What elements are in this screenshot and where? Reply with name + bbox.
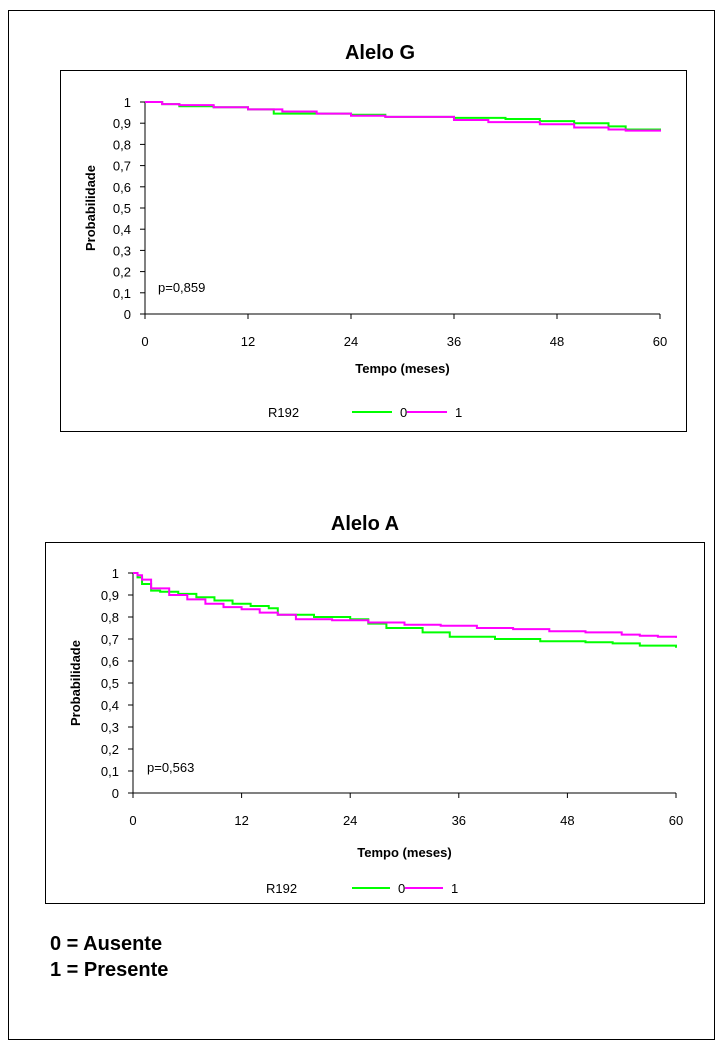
y-tick-label: 0,2 xyxy=(113,265,131,280)
y-tick-label: 0,2 xyxy=(101,742,119,757)
series-line-0 xyxy=(133,572,677,648)
y-tick-label: 0,8 xyxy=(101,610,119,625)
x-tick-label: 24 xyxy=(344,334,358,349)
chart-box-alelo-a xyxy=(45,542,705,904)
y-tick-label: 0,4 xyxy=(101,698,119,713)
y-tick-label: 0,5 xyxy=(113,201,131,216)
legend-title: R192 xyxy=(268,405,299,420)
y-tick-label: 0,3 xyxy=(113,243,131,258)
x-tick-label: 12 xyxy=(241,334,255,349)
legend-title: R192 xyxy=(266,881,297,896)
y-tick-label: 0,4 xyxy=(113,222,131,237)
x-tick-label: 48 xyxy=(550,334,564,349)
x-tick-label: 0 xyxy=(129,813,136,828)
series-line-1 xyxy=(145,101,661,132)
y-tick-label: 0,9 xyxy=(113,116,131,131)
x-tick-label: 12 xyxy=(234,813,248,828)
y-tick-label: 0,8 xyxy=(113,137,131,152)
series-line-1 xyxy=(133,572,677,638)
x-tick-label: 60 xyxy=(653,334,667,349)
legend-label-0: 0 xyxy=(398,881,405,896)
y-tick-label: 0,5 xyxy=(101,676,119,691)
y-tick-label: 0,7 xyxy=(113,159,131,174)
y-tick-label: 1 xyxy=(124,95,131,110)
y-tick-label: 0 xyxy=(124,307,131,322)
y-tick-label: 0,3 xyxy=(101,720,119,735)
x-axis-label: Tempo (meses) xyxy=(357,845,451,860)
x-tick-label: 0 xyxy=(141,334,148,349)
legend-label-1: 1 xyxy=(451,881,458,896)
y-axis-label: Probabilidade xyxy=(68,640,83,726)
figure-frame xyxy=(8,10,715,1040)
y-tick-label: 0,9 xyxy=(101,588,119,603)
chart-title-alelo-a: Alelo A xyxy=(330,513,400,535)
x-tick-label: 48 xyxy=(560,813,574,828)
y-tick-label: 0,1 xyxy=(101,764,119,779)
x-tick-label: 36 xyxy=(447,334,461,349)
note-presente: 1 = Presente xyxy=(50,959,169,981)
chart-box-alelo-g xyxy=(60,70,687,432)
p-value-annotation: p=0,563 xyxy=(147,760,194,775)
y-tick-label: 0,1 xyxy=(113,286,131,301)
y-tick-label: 0 xyxy=(112,786,119,801)
p-value-annotation: p=0,859 xyxy=(158,280,205,295)
y-axis-label: Probabilidade xyxy=(83,165,98,251)
x-tick-label: 36 xyxy=(452,813,466,828)
y-tick-label: 0,7 xyxy=(101,632,119,647)
x-tick-label: 24 xyxy=(343,813,357,828)
chart-title-alelo-g: Alelo G xyxy=(344,42,415,64)
y-tick-label: 1 xyxy=(112,566,119,581)
x-tick-label: 60 xyxy=(669,813,683,828)
x-axis-label: Tempo (meses) xyxy=(355,361,449,376)
legend-label-1: 1 xyxy=(455,405,462,420)
note-ausente: 0 = Ausente xyxy=(50,933,163,955)
legend-label-0: 0 xyxy=(400,405,407,420)
y-tick-label: 0,6 xyxy=(113,180,131,195)
y-tick-label: 0,6 xyxy=(101,654,119,669)
